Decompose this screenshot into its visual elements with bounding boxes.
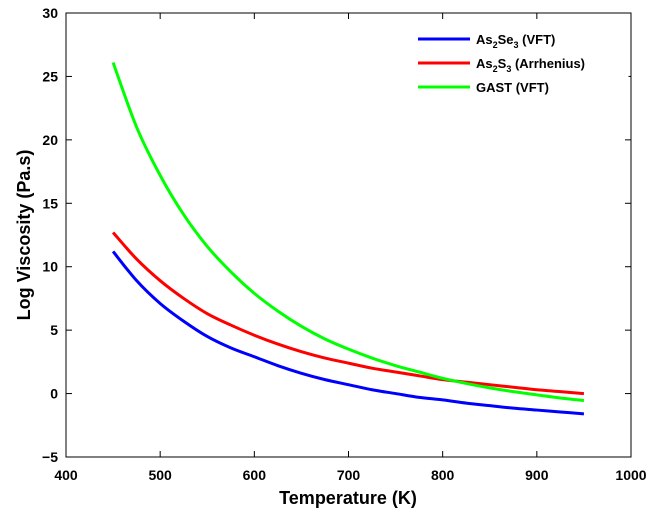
- x-tick-label: 800: [431, 467, 455, 483]
- x-tick-label: 900: [525, 467, 549, 483]
- legend-entry-2: As2S3 (Arrhenius): [476, 56, 585, 74]
- series-line-1: [111, 250, 585, 416]
- y-tick-label: 30: [42, 5, 58, 21]
- y-tick-label: 15: [42, 195, 58, 211]
- series-layer: [111, 61, 585, 416]
- series-line-2: [111, 231, 585, 396]
- y-tick-label: 10: [42, 259, 58, 275]
- y-tick-label: 25: [42, 68, 58, 84]
- legend: As2Se3 (VFT) As2S3 (Arrhenius) GAST (VFT): [409, 24, 629, 108]
- series-line-3: [111, 61, 585, 403]
- x-tick-label: 700: [337, 467, 361, 483]
- legend-entry-1: As2Se3 (VFT): [476, 32, 555, 50]
- y-tick-label: 0: [50, 386, 58, 402]
- x-tick-label: 400: [54, 467, 78, 483]
- y-tick-label: 5: [50, 322, 58, 338]
- ticks-layer: 400 500 600 700 800 900 1000 −5 0 5 10 15 20 25 30: [42, 5, 647, 483]
- y-tick-label: 20: [42, 132, 58, 148]
- legend-entry-3: GAST (VFT): [476, 80, 549, 95]
- y-axis-label: Log Viscosity (Pa.s): [14, 150, 34, 321]
- x-tick-label: 1000: [615, 467, 646, 483]
- x-tick-label: 500: [148, 467, 172, 483]
- plot-frame: [65, 12, 632, 458]
- x-axis-label: Temperature (K): [279, 488, 417, 508]
- y-tick-label: −5: [42, 449, 58, 465]
- x-tick-label: 600: [243, 467, 267, 483]
